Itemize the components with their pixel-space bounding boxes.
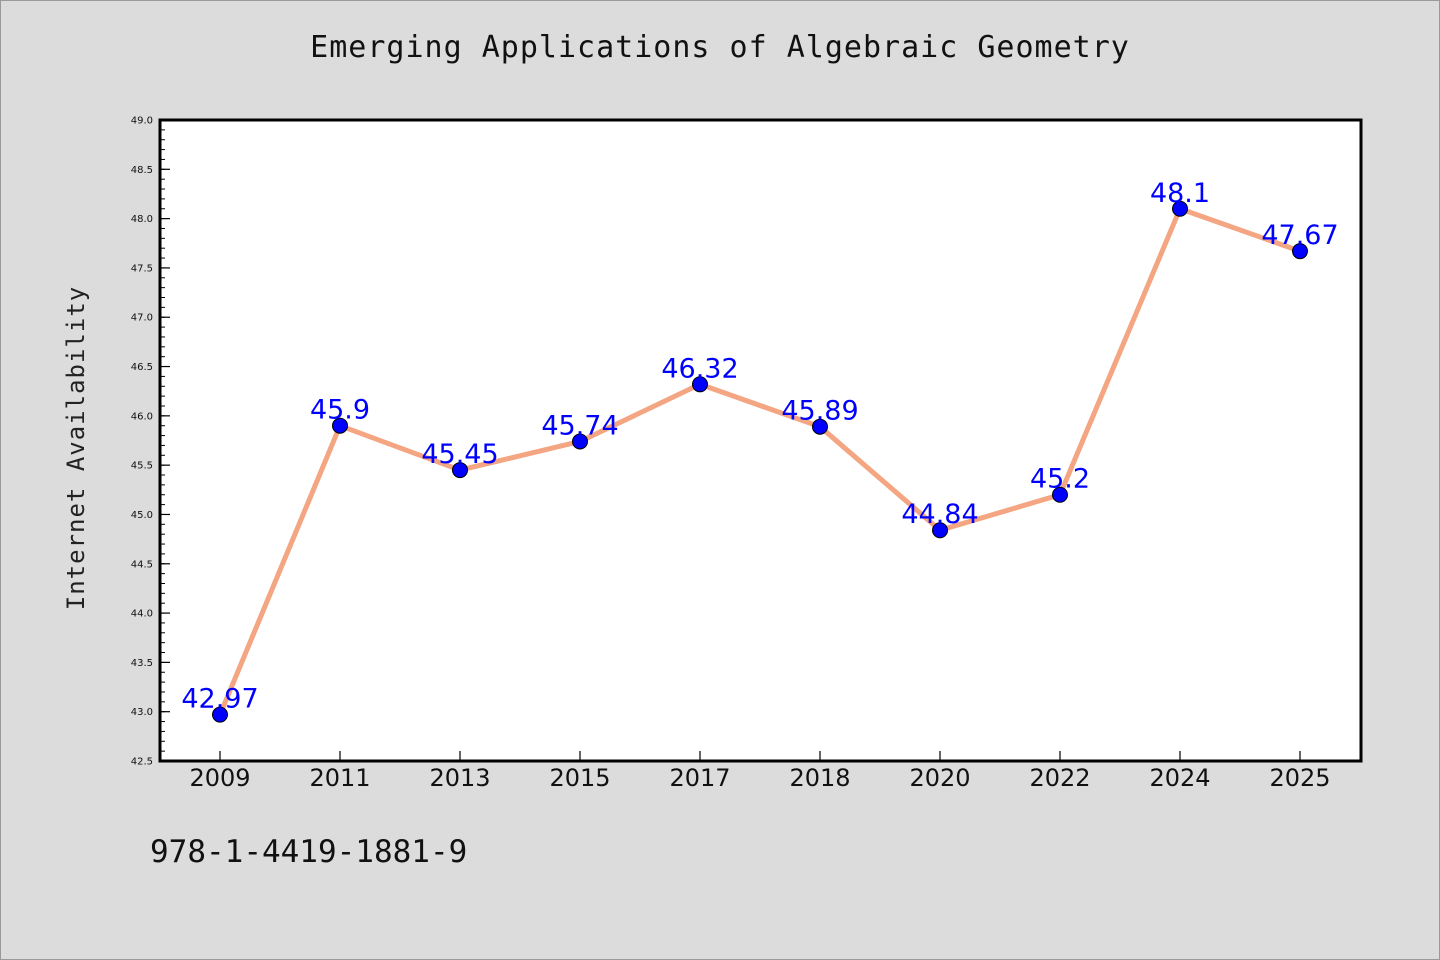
y-ticks: 42.5 43.0 43.5 44.0 44.5 45.0 45.5 46.0 46.5 47.0… xyxy=(131,116,170,768)
y-tick-label: 44.0 xyxy=(131,609,153,620)
x-tick-label: 2022 xyxy=(1029,764,1090,792)
y-tick-label: 43.0 xyxy=(131,707,153,718)
data-label: 45.2 xyxy=(1030,464,1090,495)
data-label: 45.45 xyxy=(421,439,498,470)
y-tick-label: 47.0 xyxy=(131,313,153,324)
data-label: 48.1 xyxy=(1150,178,1210,209)
data-label: 44.84 xyxy=(901,499,978,530)
x-tick-label: 2015 xyxy=(549,764,610,792)
x-tick-label: 2017 xyxy=(669,764,730,792)
data-point xyxy=(332,417,348,434)
x-tick-label: 2025 xyxy=(1269,764,1330,792)
x-tick-label: 2024 xyxy=(1149,764,1210,792)
data-point xyxy=(692,376,708,393)
data-labels: 42.97 45.9 45.45 45.74 46.32 45.89 44.84 45.2 48… xyxy=(181,178,1338,715)
y-tick-label: 43.5 xyxy=(131,658,153,669)
y-tick-label: 42.5 xyxy=(131,757,153,768)
plot-area xyxy=(158,118,1363,763)
chart-title: Emerging Applications of Algebraic Geome… xyxy=(310,30,1130,65)
y-tick-label: 48.5 xyxy=(131,165,153,176)
x-tick-label: 2018 xyxy=(789,764,850,792)
data-point xyxy=(1172,200,1188,217)
data-point xyxy=(452,462,468,479)
data-label: 46.32 xyxy=(661,353,738,384)
x-tick-label: 2011 xyxy=(309,764,370,792)
data-point xyxy=(572,433,588,450)
y-tick-label: 46.0 xyxy=(131,411,153,422)
data-label: 45.74 xyxy=(541,410,618,441)
data-point xyxy=(1292,243,1308,260)
data-point xyxy=(812,418,828,435)
y-tick-label: 45.5 xyxy=(131,461,153,472)
x-tick-label: 2020 xyxy=(909,764,970,792)
x-tick-label: 2009 xyxy=(189,764,250,792)
x-ticks: 2009 2011 2013 2015 2017 2018 2020 2022 2024 2025 xyxy=(189,751,1331,792)
y-tick-label: 46.5 xyxy=(131,362,153,373)
data-point xyxy=(932,522,948,539)
data-point xyxy=(212,706,228,723)
data-label: 47.67 xyxy=(1261,220,1338,251)
y-tick-label: 47.5 xyxy=(131,263,153,274)
isbn-text: 978-1-4419-1881-9 xyxy=(150,834,468,870)
x-tick-label: 2013 xyxy=(429,764,490,792)
data-markers xyxy=(212,200,1308,723)
y-tick-label: 45.0 xyxy=(131,510,153,521)
series-line xyxy=(217,206,1303,718)
data-label: 45.9 xyxy=(310,395,370,426)
data-label: 42.97 xyxy=(181,684,258,715)
data-label: 45.89 xyxy=(781,396,858,427)
y-tick-label: 44.5 xyxy=(131,559,153,570)
y-tick-label: 49.0 xyxy=(131,116,153,127)
data-point xyxy=(1052,486,1068,503)
y-tick-label: 48.0 xyxy=(131,214,153,225)
